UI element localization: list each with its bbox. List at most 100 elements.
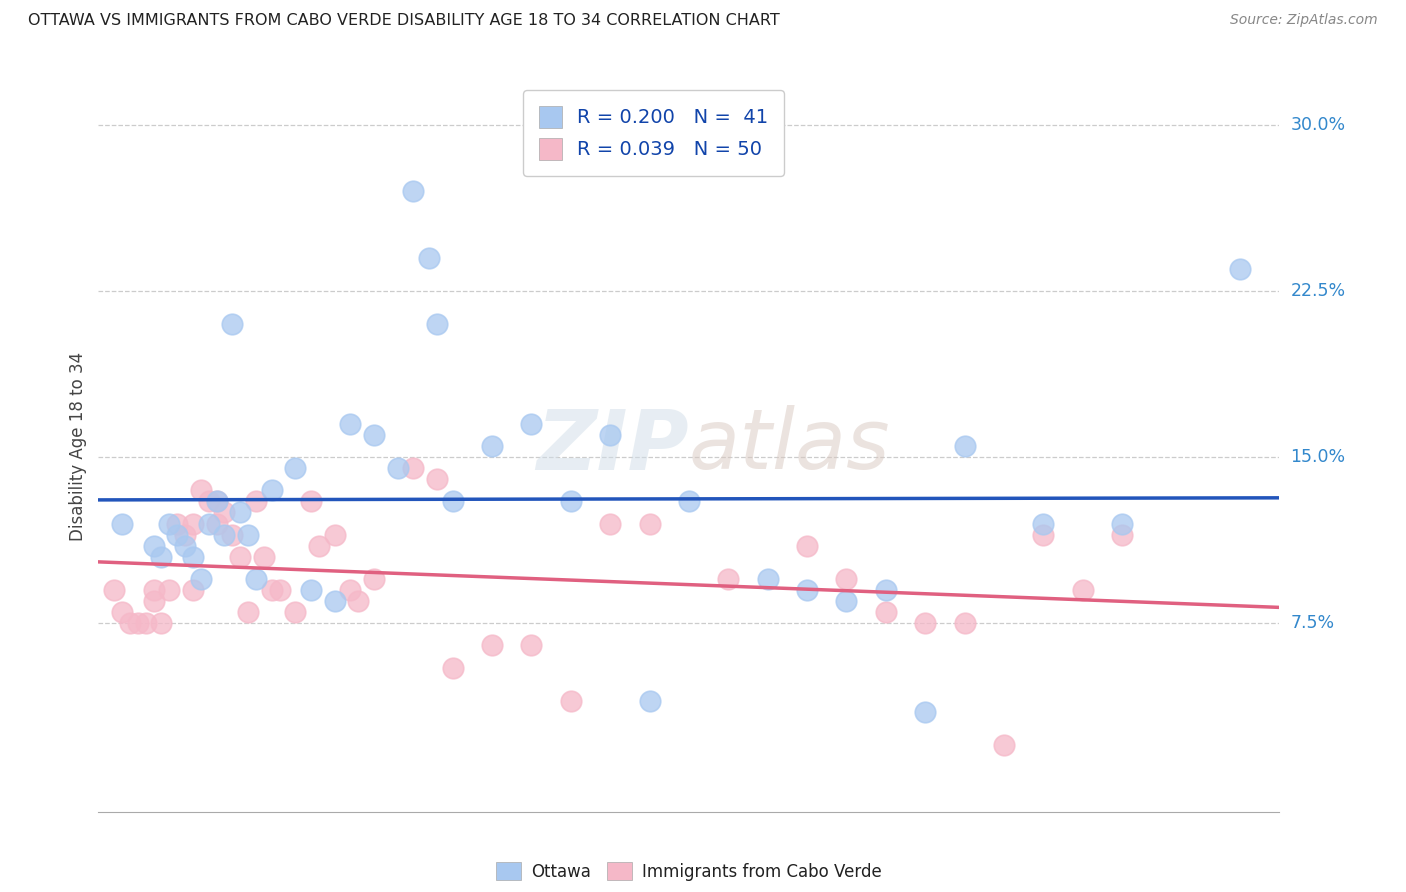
Point [118, 616, 141, 631]
Point [150, 549, 173, 564]
Point [181, 583, 204, 598]
Point [1071, 583, 1094, 598]
Point [181, 549, 204, 564]
Point [339, 417, 361, 431]
Point [111, 605, 134, 619]
Point [402, 461, 425, 475]
Text: OTTAWA VS IMMIGRANTS FROM CABO VERDE DISABILITY AGE 18 TO 34 CORRELATION CHART: OTTAWA VS IMMIGRANTS FROM CABO VERDE DIS… [28, 13, 780, 29]
Point [796, 583, 818, 598]
Point [1111, 516, 1133, 531]
Point [221, 317, 243, 331]
Text: 7.5%: 7.5% [1291, 615, 1334, 632]
Point [875, 583, 897, 598]
Point [426, 317, 449, 331]
Point [205, 494, 228, 508]
Point [190, 572, 212, 586]
Point [560, 494, 582, 508]
Point [835, 594, 858, 608]
Point [190, 483, 212, 498]
Point [323, 527, 346, 541]
Point [181, 516, 204, 531]
Y-axis label: Disability Age 18 to 34: Disability Age 18 to 34 [69, 351, 87, 541]
Point [284, 605, 307, 619]
Point [756, 572, 779, 586]
Point [441, 660, 464, 674]
Point [150, 616, 173, 631]
Point [260, 483, 283, 498]
Point [299, 583, 322, 598]
Point [221, 527, 243, 541]
Text: 22.5%: 22.5% [1291, 282, 1346, 300]
Point [953, 439, 976, 453]
Point [875, 605, 897, 619]
Point [1032, 516, 1054, 531]
Point [245, 494, 267, 508]
Text: atlas: atlas [689, 406, 890, 486]
Point [229, 506, 252, 520]
Point [678, 494, 700, 508]
Point [260, 583, 283, 598]
Point [205, 516, 228, 531]
Point [441, 494, 464, 508]
Point [481, 639, 503, 653]
Point [299, 494, 322, 508]
Point [914, 616, 936, 631]
Point [520, 417, 543, 431]
Point [717, 572, 740, 586]
Point [236, 605, 259, 619]
Point [135, 616, 157, 631]
Point [1229, 261, 1251, 276]
Point [197, 516, 219, 531]
Point [599, 516, 621, 531]
Point [166, 527, 188, 541]
Point [835, 572, 858, 586]
Text: Source: ZipAtlas.com: Source: ZipAtlas.com [1230, 13, 1378, 28]
Point [142, 583, 165, 598]
Point [387, 461, 409, 475]
Point [214, 506, 236, 520]
Point [402, 184, 425, 198]
Point [103, 583, 125, 598]
Point [142, 594, 165, 608]
Point [127, 616, 149, 631]
Point [157, 583, 180, 598]
Point [953, 616, 976, 631]
Point [111, 516, 134, 531]
Point [205, 494, 228, 508]
Point [426, 472, 449, 486]
Point [796, 539, 818, 553]
Point [638, 516, 661, 531]
Point [229, 549, 252, 564]
Point [914, 705, 936, 719]
Point [157, 516, 180, 531]
Point [1111, 527, 1133, 541]
Point [308, 539, 330, 553]
Point [236, 527, 259, 541]
Point [418, 251, 440, 265]
Text: 30.0%: 30.0% [1291, 116, 1346, 134]
Point [1032, 527, 1054, 541]
Point [197, 494, 219, 508]
Text: 15.0%: 15.0% [1291, 448, 1346, 467]
Point [599, 428, 621, 442]
Point [174, 527, 197, 541]
Point [363, 428, 385, 442]
Point [993, 738, 1015, 752]
Point [142, 539, 165, 553]
Point [520, 639, 543, 653]
Text: ZIP: ZIP [536, 406, 689, 486]
Point [269, 583, 291, 598]
Point [174, 539, 197, 553]
Point [323, 594, 346, 608]
Point [363, 572, 385, 586]
Point [253, 549, 276, 564]
Legend: Ottawa, Immigrants from Cabo Verde: Ottawa, Immigrants from Cabo Verde [489, 855, 889, 888]
Point [560, 694, 582, 708]
Point [214, 527, 236, 541]
Point [638, 694, 661, 708]
Point [347, 594, 370, 608]
Point [245, 572, 267, 586]
Point [481, 439, 503, 453]
Point [166, 516, 188, 531]
Point [339, 583, 361, 598]
